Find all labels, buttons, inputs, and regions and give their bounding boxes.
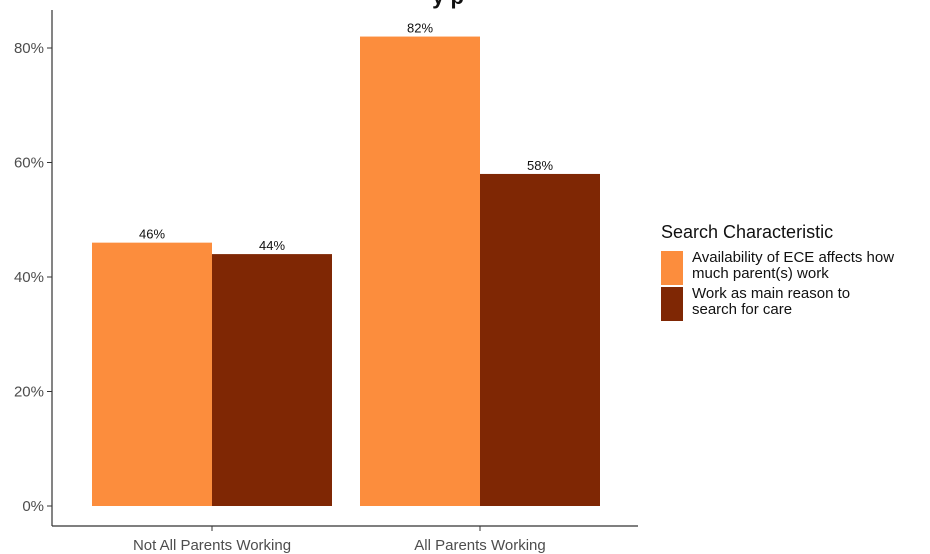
data-label: 58% [527, 158, 553, 173]
bar [480, 173, 600, 506]
bars-group [92, 36, 600, 507]
y-tick-label: 0% [22, 498, 44, 515]
bar [360, 36, 480, 507]
y-tick-label: 60% [14, 155, 44, 172]
y-tick-label: 80% [14, 40, 44, 57]
y-tick-label: 40% [14, 269, 44, 286]
data-label: 82% [407, 21, 433, 36]
legend-swatch-availability [661, 251, 683, 285]
legend-item-availability: Availability of ECE affects how much par… [661, 250, 930, 285]
legend-swatch-work-reason [661, 287, 683, 321]
legend-item-work-reason: Work as main reason to search for care [661, 286, 930, 321]
legend-label-work-reason: Work as main reason to search for care [692, 285, 851, 318]
bar [92, 242, 212, 506]
data-label: 44% [259, 238, 285, 253]
y-tick-label: 20% [14, 384, 44, 401]
chart-title-fragment: y p [432, 0, 464, 9]
x-tick-label: All Parents Working [414, 537, 545, 554]
data-labels-group: 46% 44% 82% 58% [139, 21, 553, 254]
data-label: 46% [139, 227, 165, 242]
x-tick-label: Not All Parents Working [133, 537, 291, 554]
axes: 0% 20% 40% 60% 80% Not All Parents Working All… [14, 10, 638, 554]
bar [212, 254, 332, 506]
legend-title: Search Characteristic [661, 222, 834, 242]
legend-label-availability: Availability of ECE affects how much par… [692, 249, 895, 282]
